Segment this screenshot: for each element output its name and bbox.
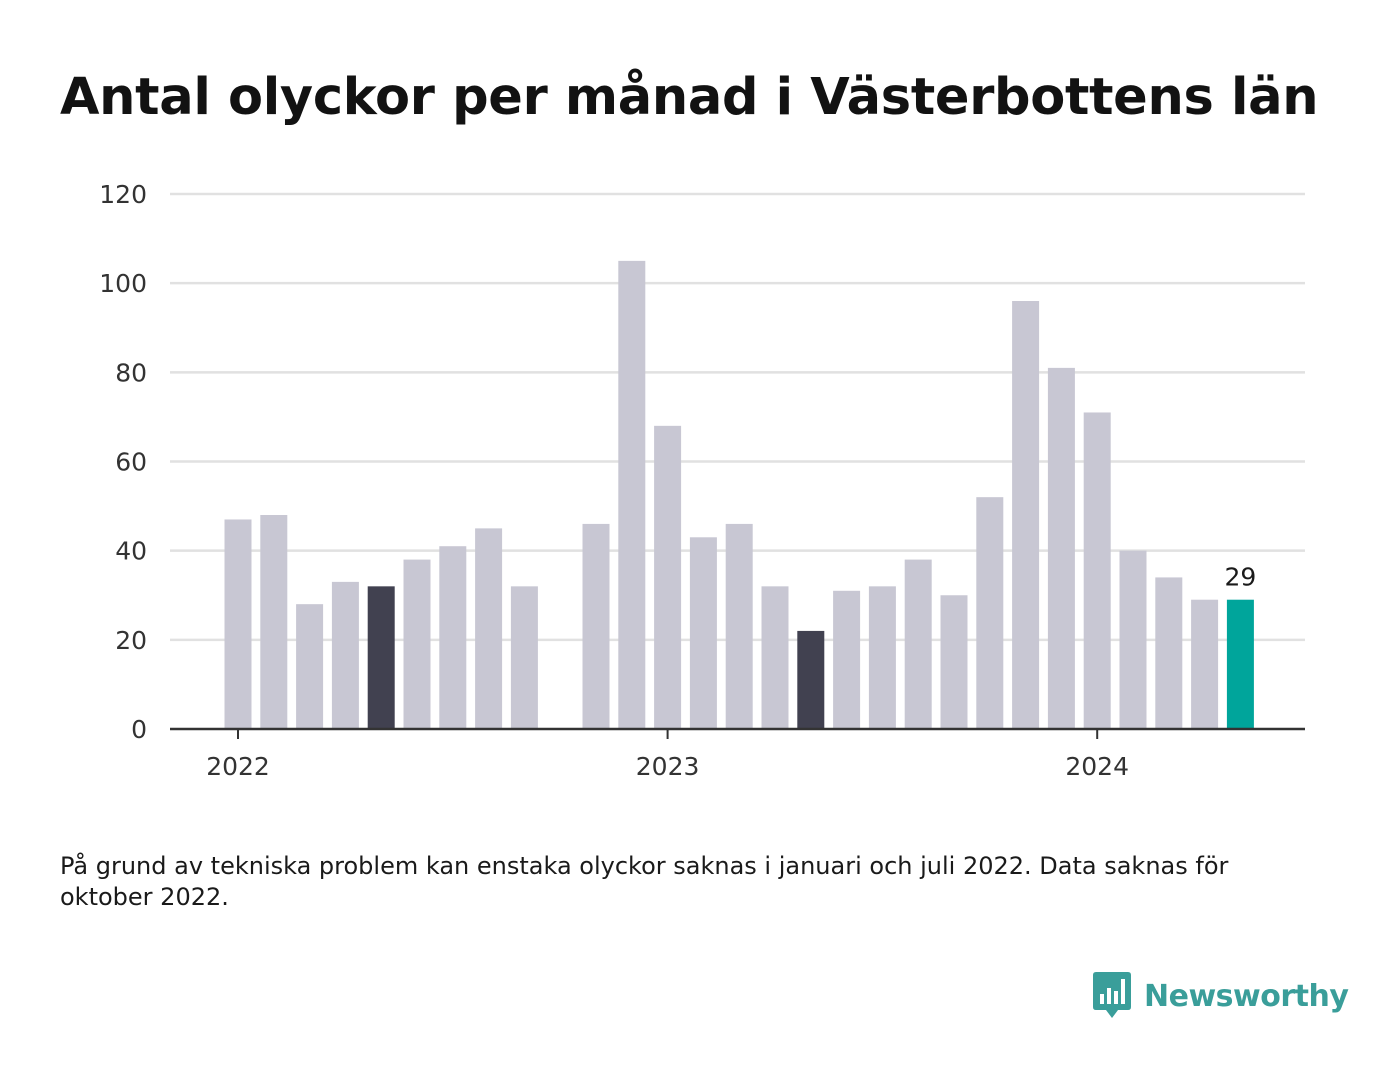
y-axis-ticks: 0 20 40 60 80 100 120 [99,180,147,744]
bar-2022-12 [618,260,646,729]
bar-2023-03 [725,523,753,729]
bar-2022-01 [224,519,252,729]
data-label: 29 [1224,563,1256,592]
bar-2024-03 [1155,577,1183,729]
bar-2023-08 [904,559,932,729]
bar-2022-04 [331,581,359,729]
bar-2024-05 [1226,599,1254,729]
bar-2022-09 [510,586,538,729]
bar-2023-04 [761,586,789,729]
bars [224,260,1254,729]
bar-2022-02 [260,515,288,729]
y-tick-label: 120 [99,180,147,209]
bar-2023-11 [1012,301,1040,729]
bar-2023-12 [1047,367,1075,729]
bar-2022-05 [367,586,395,729]
footnote: På grund av tekniska problem kan enstaka… [60,852,1229,911]
brand-logo: Newsworthy [1092,970,1349,1022]
bar-2022-08 [475,528,503,729]
bar-2022-06 [403,559,431,729]
bar-2023-05 [797,630,825,729]
y-tick-label: 100 [99,269,147,298]
y-tick-label: 60 [115,448,147,477]
bar-2024-01 [1083,412,1111,729]
y-tick-label: 0 [131,715,147,744]
bar-chart: 0 20 40 60 80 100 120 2022 2023 2024 29 [99,180,1305,781]
data-labels: 29 [1224,563,1256,592]
y-tick-label: 80 [115,358,147,387]
bar-2023-07 [868,586,896,729]
bar-2023-09 [940,595,968,729]
y-tick-label: 20 [115,626,147,655]
bar-2022-03 [296,604,324,729]
bar-2023-10 [976,497,1004,729]
chart-title: Antal olyckor per månad i Västerbottens … [60,68,1319,127]
y-tick-label: 40 [115,537,147,566]
x-tick-label: 2022 [206,752,270,781]
bar-2022-07 [439,546,467,729]
bar-2023-02 [689,537,717,729]
bar-chart-speech-bubble-icon [1093,972,1131,1018]
x-axis-ticks: 2022 2023 2024 [206,729,1129,781]
bar-2023-01 [654,425,682,729]
bar-2024-02 [1119,550,1147,729]
bar-2024-04 [1191,599,1219,729]
bar-2022-11 [582,523,610,729]
x-tick-label: 2023 [636,752,700,781]
x-tick-label: 2024 [1065,752,1129,781]
bar-2023-06 [833,590,861,729]
brand-name: Newsworthy [1144,978,1349,1014]
